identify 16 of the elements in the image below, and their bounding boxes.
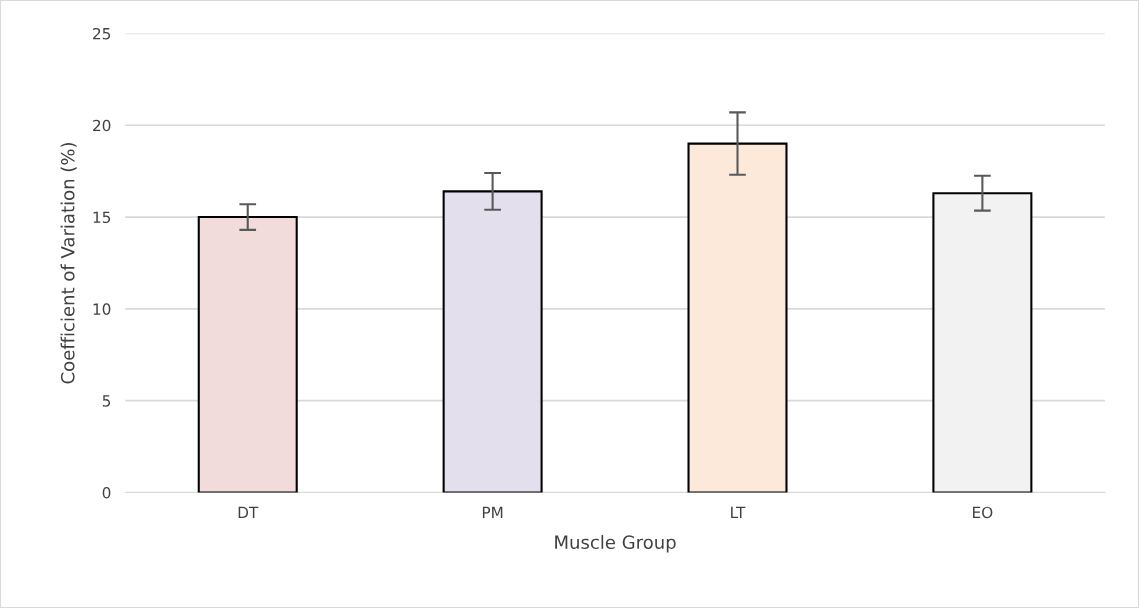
y-axis-title: Coefficient of Variation (%) [60,142,77,384]
bar [932,192,1033,493]
bar [442,190,543,493]
y-tick-label: 15 [93,211,111,224]
y-tick-label: 10 [93,303,111,315]
bar [687,142,788,493]
x-tick-label: DT [238,506,259,518]
bar [197,216,298,493]
x-tick-label: EO [973,506,993,519]
y-tick-label: 20 [93,119,111,132]
x-axis-title: Muscle Group [555,535,676,553]
x-tick-label: PM [482,506,503,518]
y-tick-label: 25 [93,27,111,40]
y-tick-label: 0 [102,486,111,499]
x-tick-label: LT [731,506,746,518]
y-tick-label: 5 [102,395,111,407]
